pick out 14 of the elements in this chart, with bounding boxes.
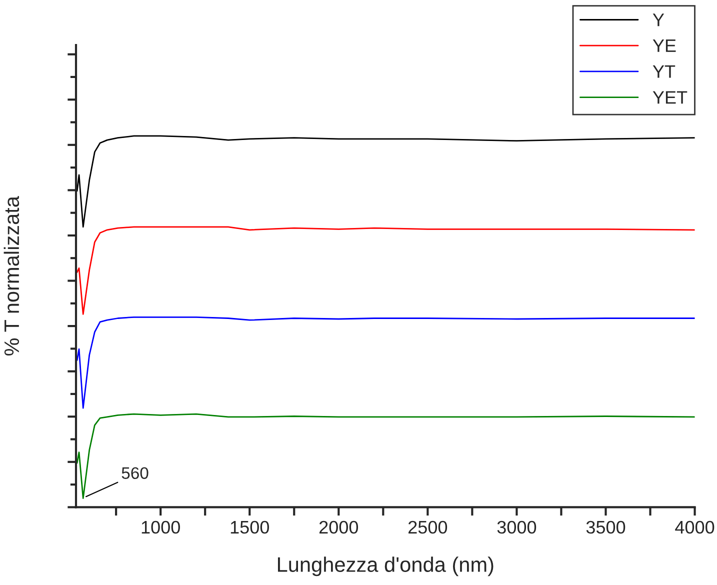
y-axis-title: % T normalizzata	[4, 196, 20, 356]
legend-label: YET	[652, 91, 688, 104]
x-tick-label: 2000	[319, 520, 358, 534]
x-tick-label: 1500	[230, 520, 269, 534]
x-tick-label: 1000	[142, 520, 180, 534]
x-axis-title: Lunghezza d'onda (nm)	[278, 556, 494, 576]
legend-label: YT	[652, 65, 676, 78]
x-tick-label: 3000	[497, 520, 536, 534]
x-tick-label: 3500	[586, 520, 626, 534]
legend-label: Y	[652, 14, 664, 26]
annotation: 560	[122, 467, 148, 480]
x-tick-label: 2500	[408, 520, 448, 534]
legend-label: YE	[652, 40, 676, 52]
x-tick-label: 4000	[675, 520, 714, 534]
